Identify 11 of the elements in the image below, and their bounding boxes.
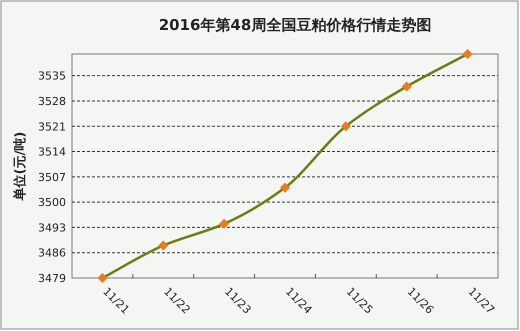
y-tick-label: 3479 [38, 272, 66, 285]
y-tick-label: 3507 [38, 170, 66, 184]
y-tick-label: 3493 [38, 221, 66, 234]
chart-title: 2016年第48周全国豆粕价格行情走势图 [158, 16, 432, 34]
y-axis-title: 单位(元/吨) [12, 132, 28, 202]
y-tick-label: 3535 [38, 70, 66, 83]
y-tick-label: 3514 [38, 146, 66, 159]
y-tick-label: 3521 [38, 120, 66, 134]
y-tick-label: 3528 [38, 94, 66, 108]
y-tick-label: 3500 [38, 196, 66, 210]
y-tick-label: 3486 [38, 246, 66, 260]
